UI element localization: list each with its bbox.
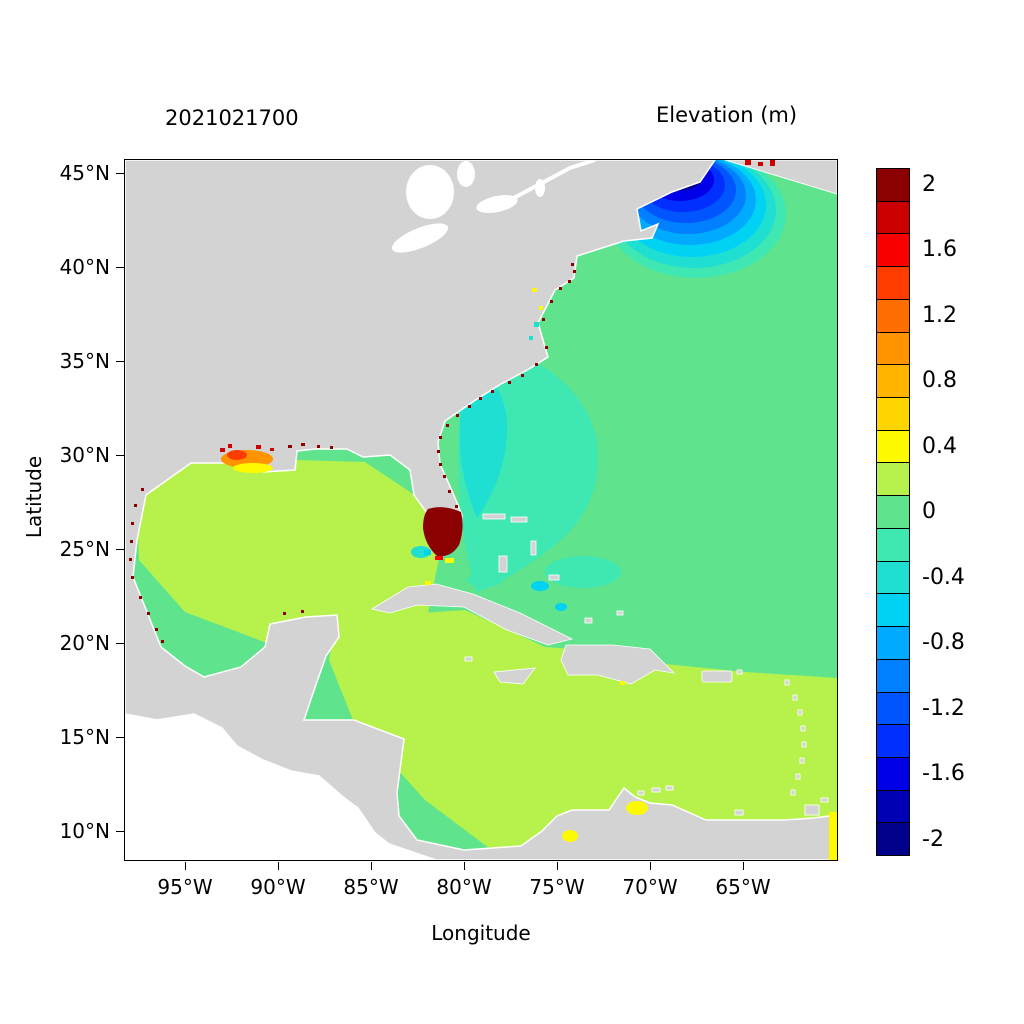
y-tick-label: 10°N: [59, 819, 110, 843]
map-plot: [124, 159, 838, 861]
colorbar-segment: [877, 200, 909, 234]
south-florida-high-anomaly: [423, 507, 463, 563]
y-tick-mark: [116, 831, 124, 832]
nova-scotia-land: [724, 160, 837, 195]
islands: [370, 513, 829, 816]
y-tick-mark: [116, 455, 124, 456]
x-tick-label: 70°W: [622, 875, 678, 899]
colorbar-segment: [877, 756, 909, 790]
colorbar: [876, 168, 910, 856]
colorbar-segment: [877, 169, 909, 201]
y-tick-label: 20°N: [59, 631, 110, 655]
colorbar-tick-label: 0.8: [922, 368, 957, 393]
x-tick-mark: [557, 862, 558, 870]
y-tick-label: 40°N: [59, 255, 110, 279]
x-tick-mark: [185, 862, 186, 870]
colorbar-segment: [877, 724, 909, 757]
colorbar-segment: [877, 527, 909, 561]
y-tick-mark: [116, 173, 124, 174]
x-tick-mark: [650, 862, 651, 870]
x-axis-title: Longitude: [431, 921, 531, 945]
y-axis-title: Latitude: [22, 455, 46, 539]
colorbar-tick-label: -1.6: [922, 761, 965, 786]
map-svg: [125, 160, 837, 860]
colorbar-segment: [877, 331, 909, 365]
colorbar-tick-label: 0.4: [922, 434, 957, 459]
x-tick-label: 80°W: [436, 875, 492, 899]
x-tick-label: 75°W: [529, 875, 585, 899]
y-tick-label: 15°N: [59, 725, 110, 749]
colorbar-tick-label: -1.2: [922, 696, 965, 721]
y-tick-mark: [116, 549, 124, 550]
trinidad: [804, 804, 820, 816]
colorbar-tick-label: 1.2: [922, 303, 957, 328]
y-tick-mark: [116, 737, 124, 738]
y-tick-label: 25°N: [59, 537, 110, 561]
x-tick-mark: [371, 862, 372, 870]
y-tick-label: 45°N: [59, 161, 110, 185]
colorbar-segment: [877, 626, 909, 659]
cuba: [370, 583, 574, 646]
colorbar-tick-label: 2: [922, 172, 936, 197]
colorbar-segment: [877, 266, 909, 299]
colorbar-tick-label: 0: [922, 499, 936, 524]
x-tick-mark: [464, 862, 465, 870]
x-tick-mark: [278, 862, 279, 870]
x-tick-label: 65°W: [715, 875, 771, 899]
colorbar-segment: [877, 462, 909, 496]
timestamp-title: 2021021700: [165, 106, 299, 130]
colorbar-segment: [877, 233, 909, 267]
colorbar-tick-label: -2: [922, 827, 944, 852]
y-tick-mark: [116, 643, 124, 644]
hispaniola: [560, 644, 676, 685]
colorbar-segment: [877, 822, 909, 856]
colorbar-segments: [877, 169, 909, 856]
colorbar-title: Elevation (m): [656, 103, 798, 127]
colorbar-tick-label: -0.8: [922, 630, 965, 655]
midatlantic-speckles: [425, 288, 625, 685]
colorbar-segment: [877, 691, 909, 725]
puerto-rico: [701, 670, 733, 683]
y-tick-mark: [116, 361, 124, 362]
north-gulf-coast-high: [220, 444, 274, 473]
gulf-of-mexico: [135, 452, 439, 652]
pacific-no-data: [125, 714, 436, 860]
colorbar-segment: [877, 495, 909, 528]
st-lawrence-river: [509, 160, 596, 202]
colorbar-segment: [877, 298, 909, 332]
colorbar-segment: [877, 397, 909, 430]
great-lakes: [391, 160, 596, 253]
colorbar-segment: [877, 593, 909, 627]
colorbar-segment: [877, 560, 909, 594]
coastal-speckles: [129, 263, 576, 643]
jamaica: [493, 667, 536, 685]
x-tick-mark: [743, 862, 744, 870]
colorbar-tick-label: 1.6: [922, 237, 957, 262]
south-american-coast-spots: [562, 801, 837, 860]
x-tick-label: 90°W: [250, 875, 306, 899]
y-tick-label: 35°N: [59, 349, 110, 373]
colorbar-segment: [877, 364, 909, 398]
fundy-head-speckles: [745, 160, 775, 166]
colorbar-segment: [877, 789, 909, 823]
land-mask: [125, 160, 837, 860]
colorbar-tick-label: -0.4: [922, 565, 965, 590]
colorbar-segment: [877, 658, 909, 692]
y-tick-label: 30°N: [59, 443, 110, 467]
y-tick-mark: [116, 267, 124, 268]
colorbar-segment: [877, 429, 909, 463]
x-tick-label: 95°W: [157, 875, 213, 899]
x-tick-label: 85°W: [343, 875, 399, 899]
